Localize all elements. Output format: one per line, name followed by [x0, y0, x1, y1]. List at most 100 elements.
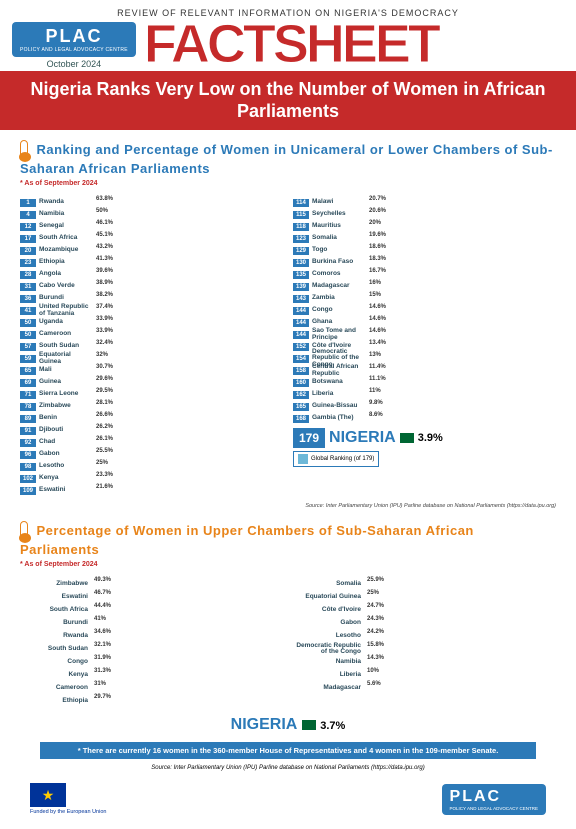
chart-row: 165Guinea-Bissau9.8%	[293, 401, 556, 412]
rank-badge: 65	[20, 367, 36, 375]
rank-badge: 129	[293, 247, 309, 255]
country-label: Uganda	[36, 319, 94, 326]
percent-label: 32.4%	[96, 340, 113, 346]
percent-label: 39.6%	[96, 268, 113, 274]
country-label: Cabo Verde	[36, 283, 94, 290]
country-label: Gambia (The)	[309, 415, 367, 422]
country-label: Botswana	[309, 379, 367, 386]
chart-row: Zimbabwe49.3%	[20, 578, 283, 590]
rank-badge: 4	[20, 211, 36, 219]
nigeria-upper-label: NIGERIA	[231, 716, 298, 733]
country-label: South Africa	[20, 607, 92, 614]
chart-row: South Sudan32.1%	[20, 643, 283, 655]
global-ranking-legend: Global Ranking (of 179)	[293, 451, 379, 467]
rank-badge: 17	[20, 235, 36, 243]
chart-row: Democratic Republic of the Congo15.8%	[293, 643, 556, 655]
country-label: Ethiopia	[20, 698, 92, 705]
nigeria-upper-highlight: NIGERIA 3.7%	[0, 712, 576, 738]
percent-label: 46.1%	[96, 220, 113, 226]
bar-wrap: 5.6%	[365, 684, 556, 692]
rank-badge: 144	[293, 331, 309, 339]
country-label: Congo	[20, 659, 92, 666]
bar-wrap: 19.6%	[367, 235, 556, 243]
rank-badge: 144	[293, 319, 309, 327]
chart-row: Liberia10%	[293, 669, 556, 681]
rank-badge: 154	[293, 355, 309, 363]
chart-row: 59Equatorial Guinea32%	[20, 353, 283, 364]
lower-chambers-chart: 1Rwanda63.8%4Namibia50%12Senegal46.1%17S…	[0, 193, 576, 501]
chart-col-right: Somalia25.9%Equatorial Guinea25%Côte d'I…	[293, 578, 556, 708]
percent-label: 29.5%	[96, 388, 113, 394]
rank-badge: 160	[293, 379, 309, 387]
bottom-source: Source: Inter Parliamentary Union (IPU) …	[0, 763, 576, 773]
bar-wrap: 50%	[94, 211, 283, 219]
bar-wrap: 29.6%	[94, 379, 283, 387]
bar-wrap: 49.3%	[92, 580, 283, 588]
chart-row: South Africa44.4%	[20, 604, 283, 616]
upper-chambers-chart: Zimbabwe49.3%Eswatini46.7%South Africa44…	[0, 574, 576, 712]
plac-logo-block: PLAC POLICY AND LEGAL ADVOCACY CENTRE Oc…	[12, 22, 136, 69]
bar-wrap: 37.4%	[94, 307, 283, 315]
chart-row: 12Senegal46.1%	[20, 221, 283, 232]
percent-label: 33.9%	[96, 316, 113, 322]
bar-wrap: 24.2%	[365, 632, 556, 640]
rank-badge: 139	[293, 283, 309, 291]
chart-col-left: 1Rwanda63.8%4Namibia50%12Senegal46.1%17S…	[20, 197, 283, 497]
country-label: Guinea-Bissau	[309, 403, 367, 410]
plac-logo-text: PLAC	[20, 26, 128, 47]
percent-label: 25%	[96, 460, 108, 466]
rank-badge: 123	[293, 235, 309, 243]
country-label: Angola	[36, 271, 94, 278]
country-label: Cameroon	[36, 331, 94, 338]
bar-wrap: 33.9%	[94, 319, 283, 327]
percent-label: 26.6%	[96, 412, 113, 418]
chart-row: 20Mozambique43.2%	[20, 245, 283, 256]
country-label: Namibia	[36, 211, 94, 218]
chart-row: Madagascar5.6%	[293, 682, 556, 694]
chart-row: 65Mali30.7%	[20, 365, 283, 376]
footnote: * There are currently 16 women in the 36…	[40, 742, 536, 759]
rank-badge: 57	[20, 343, 36, 351]
rank-badge: 168	[293, 415, 309, 423]
chart-row: 17South Africa45.1%	[20, 233, 283, 244]
nigeria-bar	[400, 433, 414, 443]
country-label: Madagascar	[309, 283, 367, 290]
chart-row: Namibia14.3%	[293, 656, 556, 668]
chart-row: 50Uganda33.9%	[20, 317, 283, 328]
chart-row: Ethiopia29.7%	[20, 695, 283, 707]
chart-row: 135Comoros16.7%	[293, 269, 556, 280]
chart-row: 123Somalia19.6%	[293, 233, 556, 244]
chart-row: Burundi41%	[20, 617, 283, 629]
rank-badge: 102	[20, 475, 36, 483]
percent-label: 31%	[94, 681, 106, 687]
percent-label: 21.6%	[96, 484, 113, 490]
plac-logo: PLAC POLICY AND LEGAL ADVOCACY CENTRE	[12, 22, 136, 57]
bar-wrap: 11.4%	[367, 367, 556, 375]
chart-row: 139Madagascar16%	[293, 281, 556, 292]
main-banner: Nigeria Ranks Very Low on the Number of …	[0, 71, 576, 130]
country-label: Madagascar	[293, 685, 365, 692]
percent-label: 15.8%	[367, 642, 384, 648]
country-label: Kenya	[20, 672, 92, 679]
chart-row: Rwanda34.6%	[20, 630, 283, 642]
percent-label: 30.7%	[96, 364, 113, 370]
bar-wrap: 38.9%	[94, 283, 283, 291]
percent-label: 11%	[369, 388, 381, 394]
percent-label: 25.5%	[96, 448, 113, 454]
percent-label: 14.6%	[369, 328, 386, 334]
bar-wrap: 29.7%	[92, 697, 283, 705]
bar-wrap: 34.6%	[92, 632, 283, 640]
percent-label: 49.3%	[94, 577, 111, 583]
nigeria-upper-bar	[302, 720, 316, 730]
bar-wrap: 25.5%	[94, 451, 283, 459]
bar-wrap: 14.3%	[365, 658, 556, 666]
bar-wrap: 32.1%	[92, 645, 283, 653]
bar-wrap: 26.1%	[94, 439, 283, 447]
section-1-source: Source: Inter Parliamentary Union (IPU) …	[0, 501, 576, 511]
country-label: Central African Republic	[309, 364, 367, 377]
chart-row: 71Sierra Leone29.5%	[20, 389, 283, 400]
country-label: South Sudan	[36, 343, 94, 350]
section-1-asof: * As of September 2024	[20, 180, 556, 187]
section-1-header: Ranking and Percentage of Women in Unica…	[0, 130, 576, 193]
rank-badge: 59	[20, 355, 36, 363]
